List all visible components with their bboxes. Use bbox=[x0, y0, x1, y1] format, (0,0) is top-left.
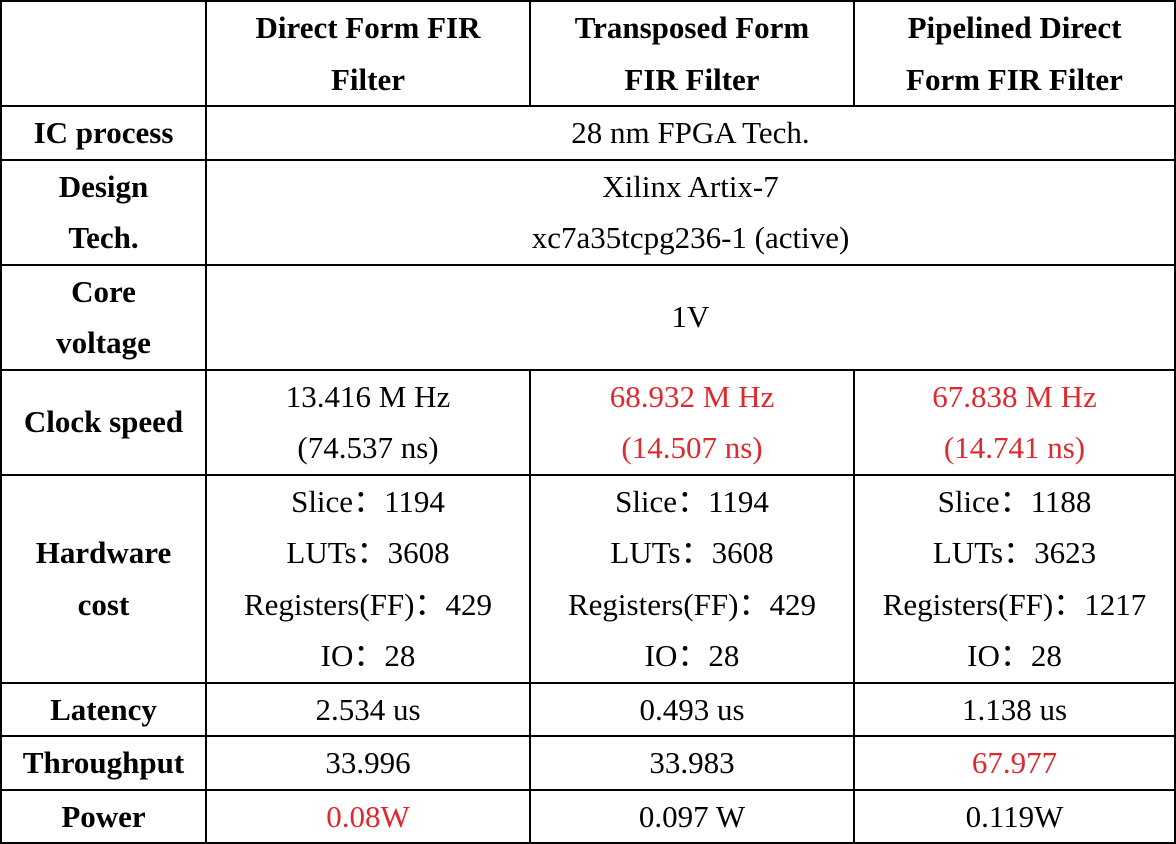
power-pipelined: 0.119W bbox=[853, 788, 1176, 844]
throughput-direct: 33.996 bbox=[205, 735, 531, 791]
row-design-tech: Design Tech. Xilinx Artix-7 xc7a35tcpg23… bbox=[0, 158, 1176, 266]
clock-speed-transposed-period: (14.507 ns) bbox=[621, 430, 763, 465]
throughput-label: Throughput bbox=[0, 735, 207, 791]
hardware-cost-label-line-2: cost bbox=[77, 586, 130, 622]
hardware-cost-pipelined-slice: Slice：1188 bbox=[937, 483, 1092, 519]
throughput-transposed: 33.983 bbox=[529, 735, 855, 791]
hardware-cost-transposed-registers: Registers(FF)：429 bbox=[568, 586, 816, 622]
core-voltage-label-line-2: voltage bbox=[56, 325, 151, 360]
hardware-cost-transposed: Slice：1194 LUTs：3608 Registers(FF)：429 I… bbox=[529, 473, 855, 684]
clock-speed-direct-freq: 13.416 M Hz bbox=[285, 378, 451, 414]
core-voltage-label-line-1: Core bbox=[71, 273, 136, 309]
header-pipelined-form: Pipelined Direct Form FIR Filter bbox=[853, 0, 1176, 107]
clock-speed-transposed-freq: 68.932 M Hz bbox=[609, 378, 775, 414]
hardware-cost-direct-luts: LUTs：3608 bbox=[286, 535, 450, 570]
hardware-cost-pipelined-io: IO：28 bbox=[967, 638, 1062, 673]
clock-speed-transposed: 68.932 M Hz (14.507 ns) bbox=[529, 368, 855, 476]
header-transposed-form: Transposed Form FIR Filter bbox=[529, 0, 855, 107]
hardware-cost-pipelined-luts: LUTs：3623 bbox=[932, 535, 1097, 570]
hardware-cost-direct-io: IO：28 bbox=[320, 638, 416, 673]
core-voltage-value: 1V bbox=[205, 263, 1176, 371]
row-clock-speed: Clock speed 13.416 M Hz (74.537 ns) 68.9… bbox=[0, 368, 1176, 476]
power-label: Power bbox=[0, 788, 207, 844]
clock-speed-pipelined: 67.838 M Hz (14.741 ns) bbox=[853, 368, 1176, 476]
hardware-cost-direct-registers: Registers(FF)：429 bbox=[244, 586, 492, 622]
header-pipelined-form-line-1: Pipelined Direct bbox=[907, 10, 1122, 45]
core-voltage-label: Core voltage bbox=[0, 263, 207, 371]
header-transposed-form-line-1: Transposed Form bbox=[574, 10, 810, 45]
ic-process-value: 28 nm FPGA Tech. bbox=[205, 105, 1176, 161]
row-core-voltage: Core voltage 1V bbox=[0, 263, 1176, 371]
design-tech-label-line-2: Tech. bbox=[68, 220, 139, 255]
hardware-cost-direct-slice: Slice：1194 bbox=[291, 483, 445, 519]
power-direct: 0.08W bbox=[205, 788, 531, 844]
clock-speed-pipelined-freq: 67.838 M Hz bbox=[932, 378, 1097, 414]
latency-direct: 2.534 us bbox=[205, 681, 531, 737]
hardware-cost-transposed-io: IO：28 bbox=[644, 638, 740, 673]
ic-process-label: IC process bbox=[0, 105, 207, 161]
header-pipelined-form-line-2: Form FIR Filter bbox=[906, 61, 1123, 97]
clock-speed-direct-period: (74.537 ns) bbox=[297, 430, 439, 465]
header-direct-form-line-1: Direct Form FIR bbox=[255, 10, 481, 45]
hardware-cost-label: Hardware cost bbox=[0, 473, 207, 684]
hardware-cost-direct: Slice：1194 LUTs：3608 Registers(FF)：429 I… bbox=[205, 473, 531, 684]
latency-label: Latency bbox=[0, 681, 207, 737]
design-tech-label: Design Tech. bbox=[0, 158, 207, 266]
header-corner-cell bbox=[0, 0, 207, 107]
hardware-cost-label-line-1: Hardware bbox=[35, 535, 172, 570]
hardware-cost-transposed-slice: Slice：1194 bbox=[615, 483, 769, 519]
row-ic-process: IC process 28 nm FPGA Tech. bbox=[0, 105, 1176, 161]
row-latency: Latency 2.534 us 0.493 us 1.138 us bbox=[0, 681, 1176, 737]
row-hardware-cost: Hardware cost Slice：1194 LUTs：3608 Regis… bbox=[0, 473, 1176, 684]
header-row: Direct Form FIR Filter Transposed Form F… bbox=[0, 0, 1176, 107]
power-transposed: 0.097 W bbox=[529, 788, 855, 844]
latency-pipelined: 1.138 us bbox=[853, 681, 1176, 737]
design-tech-value-line-1: Xilinx Artix-7 bbox=[602, 168, 779, 204]
hardware-cost-transposed-luts: LUTs：3608 bbox=[610, 535, 774, 570]
header-direct-form: Direct Form FIR Filter bbox=[205, 0, 531, 107]
clock-speed-direct: 13.416 M Hz (74.537 ns) bbox=[205, 368, 531, 476]
clock-speed-label: Clock speed bbox=[0, 368, 207, 476]
hardware-cost-pipelined-registers: Registers(FF)：1217 bbox=[882, 586, 1147, 622]
row-throughput: Throughput 33.996 33.983 67.977 bbox=[0, 735, 1176, 791]
throughput-pipelined: 67.977 bbox=[853, 735, 1176, 791]
design-tech-label-line-1: Design bbox=[58, 168, 149, 204]
hardware-cost-pipelined: Slice：1188 LUTs：3623 Registers(FF)：1217 … bbox=[853, 473, 1176, 684]
design-tech-value: Xilinx Artix-7 xc7a35tcpg236-1 (active) bbox=[205, 158, 1176, 266]
design-tech-value-line-2: xc7a35tcpg236-1 (active) bbox=[531, 220, 850, 255]
header-transposed-form-line-2: FIR Filter bbox=[624, 61, 760, 97]
latency-transposed: 0.493 us bbox=[529, 681, 855, 737]
row-power: Power 0.08W 0.097 W 0.119W bbox=[0, 788, 1176, 844]
clock-speed-pipelined-period: (14.741 ns) bbox=[943, 430, 1086, 465]
header-direct-form-line-2: Filter bbox=[330, 61, 405, 97]
